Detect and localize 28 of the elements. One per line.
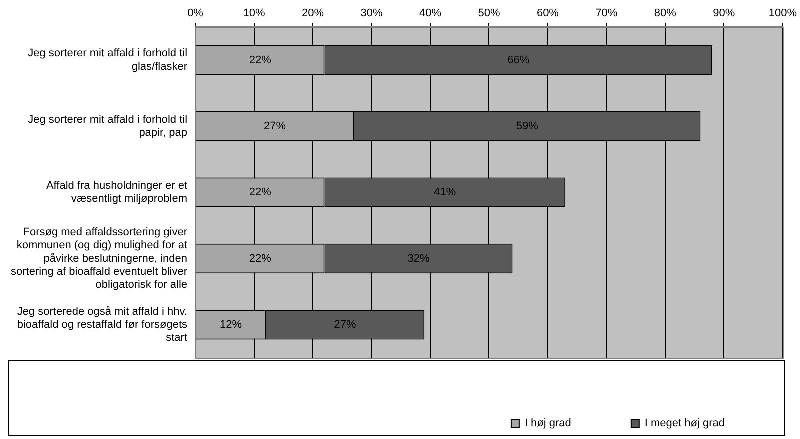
data-label: 22% xyxy=(249,186,272,199)
x-tick-label: 50% xyxy=(478,8,500,20)
data-label: 12% xyxy=(220,318,242,331)
y-tick-label: Jeg sorterer mit affald i forhold til papir, pap xyxy=(28,114,188,140)
x-tick-label: 90% xyxy=(713,8,736,20)
x-tick-label: 20% xyxy=(302,8,324,20)
x-tick-label: 100% xyxy=(768,8,798,20)
x-tick-label: 30% xyxy=(360,8,383,20)
x-tick-label: 40% xyxy=(419,8,442,20)
y-tick-label: Forsøg med affaldssortering giver kommunen (og dig) mulighed for at påvirke beslutningerne, inden sortering af bioaffald eventuelt bliver obligatorisk for alle xyxy=(11,226,188,292)
y-tick-label: Jeg sorterer mit affald i forhold til glas/flasker xyxy=(28,48,188,73)
data-label: 41% xyxy=(434,186,456,199)
x-tick-label: 60% xyxy=(536,8,560,20)
data-label: 27% xyxy=(334,318,357,331)
legend-label: I meget høj grad xyxy=(644,418,725,430)
legend-label: I høj grad xyxy=(524,418,572,430)
data-label: 22% xyxy=(249,54,272,66)
data-label: 59% xyxy=(516,120,539,132)
y-tick-label: Affald fra husholdninger er et væsentligt miljøproblem xyxy=(46,180,188,206)
data-label: 22% xyxy=(249,252,272,265)
data-label: 66% xyxy=(508,54,530,66)
x-tick-label: 80% xyxy=(654,8,677,20)
y-tick-label: Jeg sorterede også mit affald i hhv. bioaffald og restaffald før forsøgets start xyxy=(17,306,188,344)
data-label: 27% xyxy=(264,120,286,132)
x-tick-label: 0% xyxy=(188,8,204,20)
data-label: 32% xyxy=(408,252,430,265)
x-tick-label: 10% xyxy=(243,8,266,20)
x-tick-label: 70% xyxy=(596,8,618,20)
